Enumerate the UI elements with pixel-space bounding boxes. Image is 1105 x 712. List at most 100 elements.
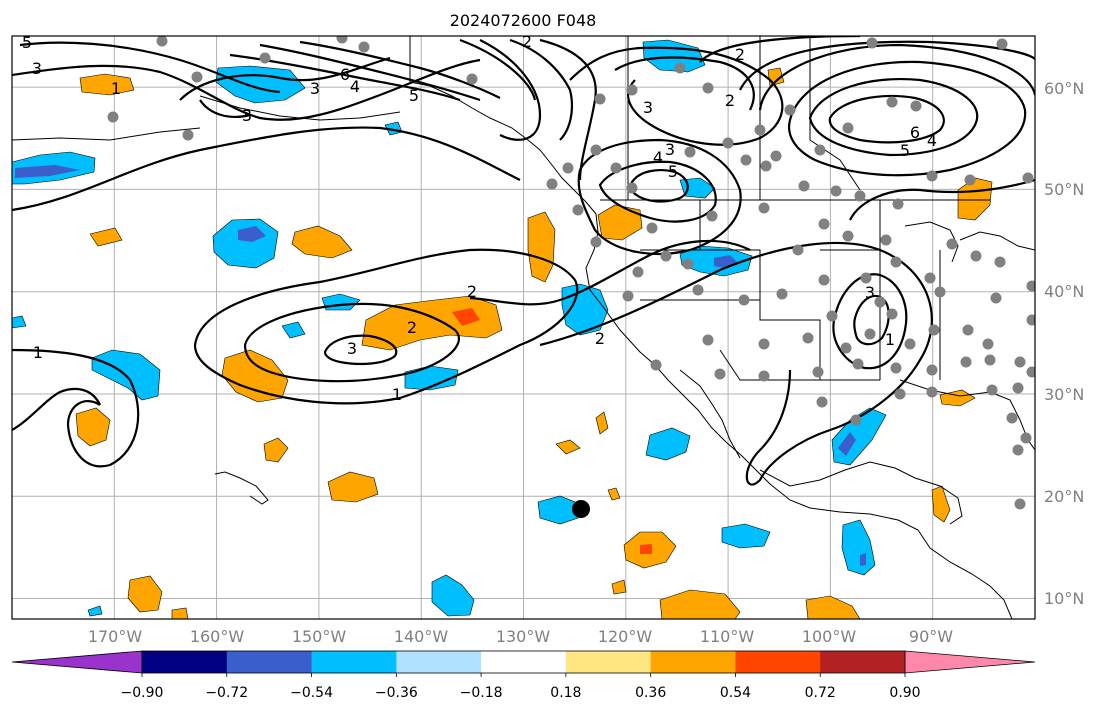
station-dot bbox=[1014, 498, 1026, 510]
station-dot bbox=[758, 370, 770, 382]
station-dot bbox=[572, 204, 584, 216]
station-dot bbox=[706, 210, 718, 222]
station-dot bbox=[926, 170, 938, 182]
station-dot bbox=[682, 258, 694, 270]
station-dot bbox=[866, 37, 878, 49]
storm-marker bbox=[572, 500, 590, 518]
colorbar-tick-label: 0.54 bbox=[720, 685, 751, 701]
station-dot bbox=[892, 198, 904, 210]
station-dot bbox=[259, 52, 271, 64]
contour-label: 5 bbox=[900, 141, 910, 160]
station-dot bbox=[770, 150, 782, 162]
contour-label: 5 bbox=[409, 86, 419, 105]
station-dot bbox=[926, 364, 938, 376]
contour-label: 1 bbox=[885, 330, 895, 349]
station-dot bbox=[934, 286, 946, 298]
colorbar-segment bbox=[820, 651, 906, 673]
station-dot bbox=[714, 368, 726, 380]
lat-label: 50°N bbox=[1044, 180, 1084, 199]
lon-label: 150°W bbox=[292, 627, 347, 646]
contour-label: 2 bbox=[595, 329, 605, 348]
station-dot bbox=[996, 38, 1008, 50]
station-dot bbox=[722, 137, 734, 149]
lon-label: 160°W bbox=[190, 627, 245, 646]
lat-label: 40°N bbox=[1044, 282, 1084, 301]
colorbar-tick-label: 0.72 bbox=[805, 685, 836, 701]
station-dot bbox=[964, 174, 976, 186]
station-dot bbox=[754, 124, 766, 136]
station-dot bbox=[894, 388, 906, 400]
station-dot bbox=[610, 162, 622, 174]
station-dot bbox=[692, 284, 704, 296]
station-dot bbox=[546, 178, 558, 190]
station-dot bbox=[840, 342, 852, 354]
station-dot bbox=[1020, 432, 1032, 444]
contour-label: 4 bbox=[653, 148, 663, 167]
colorbar-segment bbox=[735, 651, 821, 673]
colorbar-tick-label: 0.36 bbox=[635, 685, 666, 701]
colorbar-tick-label: −0.72 bbox=[205, 685, 248, 701]
station-dot bbox=[990, 292, 1002, 304]
station-dot bbox=[830, 185, 842, 197]
graticule bbox=[12, 36, 1035, 619]
station-dot bbox=[758, 202, 770, 214]
station-dot bbox=[660, 250, 672, 262]
station-dot bbox=[928, 324, 940, 336]
station-dot bbox=[854, 190, 866, 202]
station-dot bbox=[802, 332, 814, 344]
contour-label: 6 bbox=[340, 65, 350, 84]
station-dot bbox=[1012, 382, 1024, 394]
colorbar-tick-label: −0.54 bbox=[290, 685, 333, 701]
station-dot bbox=[860, 272, 872, 284]
lon-label: 110°W bbox=[700, 627, 755, 646]
colorbar-segment bbox=[311, 651, 397, 673]
contour-label: 4 bbox=[350, 77, 360, 96]
station-dot bbox=[890, 362, 902, 374]
station-dot bbox=[886, 96, 898, 108]
station-dot bbox=[1014, 356, 1026, 368]
figure-title: 2024072600 F048 bbox=[450, 11, 597, 30]
station-dot bbox=[880, 234, 892, 246]
station-dot bbox=[864, 328, 876, 340]
station-dot bbox=[674, 62, 686, 74]
colorbar-under-triangle bbox=[11, 650, 143, 674]
station-dot bbox=[842, 230, 854, 242]
contour-label: 3 bbox=[242, 106, 252, 125]
colorbar-tick-label: −0.18 bbox=[460, 685, 503, 701]
station-dot bbox=[650, 359, 662, 371]
colorbar-segment bbox=[226, 651, 313, 673]
station-dot bbox=[758, 338, 770, 350]
station-dot bbox=[702, 82, 714, 94]
lat-label: 60°N bbox=[1044, 79, 1084, 98]
station-dot bbox=[1026, 280, 1035, 292]
contour-label: 2 bbox=[725, 91, 735, 110]
station-dot bbox=[1006, 412, 1018, 424]
anomaly-shading bbox=[12, 39, 993, 619]
station-dot bbox=[590, 236, 602, 248]
station-dot bbox=[684, 146, 696, 158]
map-area: 2 3 2 1 1 3 3 5 6 4 3 5 2 2 3 2 6 4 5 3 … bbox=[12, 32, 1035, 619]
colorbar-tick-label: −0.90 bbox=[121, 685, 164, 701]
station-dot bbox=[982, 338, 994, 350]
colorbar-outline bbox=[141, 650, 906, 674]
lat-label: 20°N bbox=[1044, 487, 1084, 506]
station-dot bbox=[182, 129, 194, 141]
colorbar-tick-label: 0.90 bbox=[889, 685, 920, 701]
colorbar-segment bbox=[481, 651, 567, 673]
contour-label: 3 bbox=[665, 140, 675, 159]
station-dot bbox=[1012, 444, 1024, 456]
station-dot bbox=[760, 160, 772, 172]
station-dot bbox=[926, 386, 938, 398]
station-dot bbox=[1026, 314, 1035, 326]
station-dot bbox=[814, 144, 826, 156]
station-dot bbox=[156, 36, 168, 47]
contour-label: 3 bbox=[32, 59, 42, 78]
station-dot bbox=[798, 180, 810, 192]
station-dot bbox=[962, 324, 974, 336]
station-dot bbox=[818, 274, 830, 286]
station-dot bbox=[818, 218, 830, 230]
lon-label: 130°W bbox=[496, 627, 551, 646]
station-dot bbox=[812, 366, 824, 378]
contour-label: 2 bbox=[522, 32, 532, 51]
